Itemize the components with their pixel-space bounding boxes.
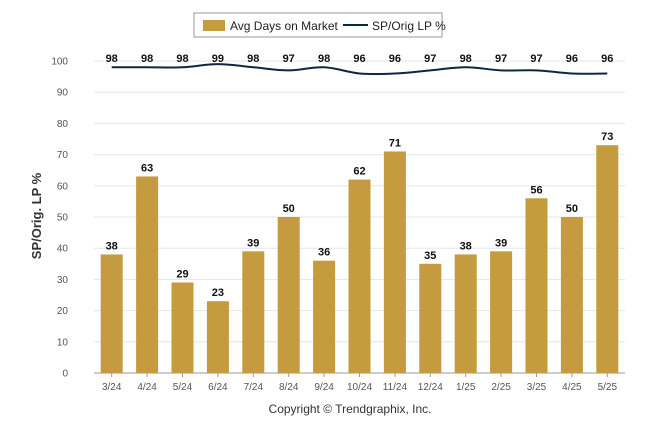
bar <box>560 217 583 373</box>
x-tick-label: 7/24 <box>244 382 264 393</box>
bar-value-label: 23 <box>212 287 224 299</box>
x-tick-label: 3/25 <box>527 382 547 393</box>
line-value-label: 98 <box>318 53 330 65</box>
x-tick-label: 8/24 <box>279 382 299 393</box>
bar <box>171 282 194 373</box>
bar-layer <box>100 145 619 373</box>
y-tick-label: 10 <box>57 337 69 348</box>
bar-value-label: 73 <box>601 131 613 143</box>
bar-value-label: 35 <box>424 250 436 262</box>
y-tick-label: 60 <box>57 181 69 192</box>
x-tick-label: 2/25 <box>491 382 511 393</box>
bar-value-label: 63 <box>141 162 153 174</box>
bar-value-label: 62 <box>353 166 365 178</box>
y-tick-label: 30 <box>57 275 69 286</box>
y-tick-label: 20 <box>57 306 69 317</box>
line-value-label: 97 <box>495 53 507 65</box>
line-value-label: 97 <box>283 53 295 65</box>
line-value-label: 96 <box>389 53 401 65</box>
line-value-label: 96 <box>353 53 365 65</box>
legend: Avg Days on Market SP/Orig LP % <box>193 12 446 38</box>
bar-value-label: 39 <box>495 237 507 249</box>
x-tick-label: 1/25 <box>456 382 476 393</box>
line-value-label: 98 <box>141 53 153 65</box>
label-layer: 38 63 29 23 39 50 36 62 71 35 38 39 56 50 73 98 98 98 99 98… <box>106 53 614 299</box>
line-value-label: 97 <box>530 53 542 65</box>
x-tick-label: 4/25 <box>562 382 582 393</box>
bar-value-label: 39 <box>247 237 259 249</box>
line-value-label: 96 <box>566 53 578 65</box>
y-tick-label: 0 <box>62 369 68 380</box>
bar <box>100 254 123 373</box>
x-tick-label: 12/24 <box>418 382 443 393</box>
bar-value-label: 50 <box>566 203 578 215</box>
bar <box>242 251 265 373</box>
x-tick-label: 5/25 <box>598 382 618 393</box>
bar <box>206 301 229 373</box>
x-tick-label: 6/24 <box>208 382 228 393</box>
y-tick-label: 50 <box>57 213 69 224</box>
bar-value-label: 56 <box>530 184 542 196</box>
bar <box>136 176 159 373</box>
line-value-label: 98 <box>106 53 118 65</box>
legend-bar-swatch <box>203 20 225 31</box>
y-tick-label: 80 <box>57 119 69 130</box>
x-tick-label: 4/24 <box>137 382 157 393</box>
y-tick-label: 90 <box>57 88 69 99</box>
bar <box>348 179 371 373</box>
x-tick-label: 11/24 <box>383 382 408 393</box>
bar <box>419 263 442 373</box>
line-value-label: 97 <box>424 53 436 65</box>
x-tick-label: 5/24 <box>173 382 193 393</box>
bar-value-label: 71 <box>389 137 401 149</box>
x-tick-label: 10/24 <box>347 382 372 393</box>
bar <box>313 260 336 373</box>
y-tick-label: 100 <box>51 57 68 68</box>
bar <box>525 198 548 373</box>
bar <box>383 151 406 373</box>
bar-value-label: 38 <box>106 240 118 252</box>
legend-line-label: SP/Orig LP % <box>372 19 446 33</box>
line-layer <box>111 63 608 76</box>
bar <box>596 145 619 373</box>
copyright-text: Copyright © Trendgraphix, Inc. <box>269 402 432 416</box>
y-axis-title: SP/Orig. LP % <box>29 172 44 259</box>
legend-bar-label: Avg Days on Market <box>230 19 338 33</box>
legend-box <box>193 12 443 38</box>
bar <box>277 217 300 373</box>
bar-value-label: 36 <box>318 247 330 259</box>
y-tick-label: 70 <box>57 150 69 161</box>
line-series-path <box>111 63 608 76</box>
line-value-label: 98 <box>176 53 188 65</box>
x-tick-label: 9/24 <box>314 382 334 393</box>
line-value-label: 98 <box>247 53 259 65</box>
line-value-label: 98 <box>460 53 472 65</box>
x-tick-label: 3/24 <box>102 382 122 393</box>
bar-value-label: 38 <box>460 240 472 252</box>
y-tick-label: 40 <box>57 244 69 255</box>
bar-value-label: 50 <box>283 203 295 215</box>
bar <box>490 251 513 373</box>
line-value-label: 99 <box>212 53 224 65</box>
line-value-label: 96 <box>601 53 613 65</box>
bar-value-label: 29 <box>176 269 188 281</box>
bar <box>454 254 477 373</box>
